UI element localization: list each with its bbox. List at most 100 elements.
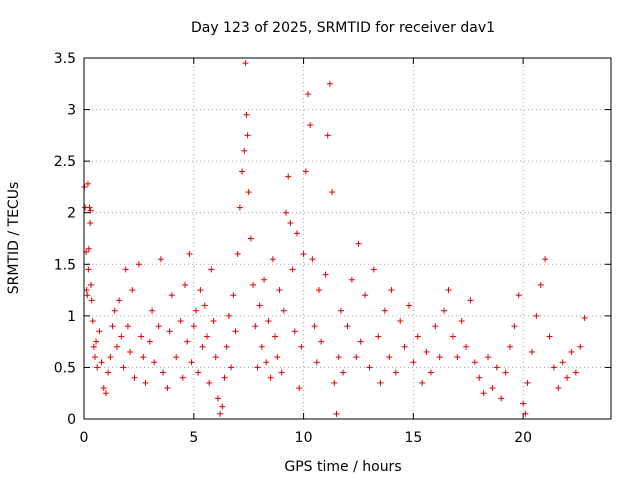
data-point bbox=[498, 395, 505, 402]
data-point bbox=[423, 348, 430, 355]
x-tick-label: 10 bbox=[295, 430, 313, 446]
x-tick-label: 15 bbox=[404, 430, 422, 446]
data-point bbox=[272, 333, 279, 340]
data-point bbox=[232, 328, 239, 335]
data-point bbox=[166, 328, 173, 335]
data-point bbox=[326, 80, 333, 87]
data-point bbox=[381, 307, 388, 314]
data-point bbox=[463, 343, 470, 350]
data-point bbox=[274, 354, 281, 361]
data-point bbox=[524, 379, 531, 386]
data-point bbox=[555, 385, 562, 392]
data-point bbox=[111, 307, 118, 314]
data-point bbox=[221, 374, 228, 381]
data-point bbox=[375, 333, 382, 340]
data-point bbox=[234, 250, 241, 257]
data-point bbox=[293, 230, 300, 237]
data-point bbox=[83, 287, 90, 294]
data-point bbox=[120, 364, 127, 371]
data-point bbox=[219, 403, 226, 410]
data-point bbox=[542, 256, 549, 263]
data-point bbox=[388, 287, 395, 294]
data-points bbox=[81, 60, 588, 417]
y-tick-label: 1 bbox=[67, 309, 76, 325]
data-point bbox=[362, 292, 369, 299]
data-point bbox=[217, 410, 224, 417]
data-point bbox=[186, 250, 193, 257]
data-point bbox=[283, 209, 290, 216]
data-point bbox=[309, 256, 316, 263]
data-point bbox=[353, 354, 360, 361]
data-point bbox=[192, 307, 199, 314]
data-point bbox=[355, 240, 362, 247]
data-point bbox=[533, 312, 540, 319]
data-point bbox=[377, 379, 384, 386]
data-point bbox=[480, 390, 487, 397]
data-point bbox=[261, 276, 268, 283]
tick-layer: 0 0.5 1 1.5 2 2.5 3 3.5 0 5 10 15 20 bbox=[54, 51, 611, 446]
data-point bbox=[291, 328, 298, 335]
data-point bbox=[230, 292, 237, 299]
data-point bbox=[208, 266, 215, 273]
data-point bbox=[100, 385, 107, 392]
data-point bbox=[138, 333, 145, 340]
data-point bbox=[124, 323, 131, 330]
data-point bbox=[244, 132, 251, 139]
data-point bbox=[511, 323, 518, 330]
data-point bbox=[168, 292, 175, 299]
data-point bbox=[122, 266, 129, 273]
data-point bbox=[298, 343, 305, 350]
data-point bbox=[247, 235, 254, 242]
data-point bbox=[392, 369, 399, 376]
data-point bbox=[432, 323, 439, 330]
y-tick-label: 1.5 bbox=[54, 257, 76, 273]
data-point bbox=[296, 385, 303, 392]
data-point bbox=[151, 359, 158, 366]
data-point bbox=[322, 271, 329, 278]
data-point bbox=[90, 343, 97, 350]
data-point bbox=[177, 318, 184, 325]
data-point bbox=[87, 220, 94, 227]
data-point bbox=[522, 410, 529, 417]
x-tick-label: 5 bbox=[189, 430, 198, 446]
x-tick-label: 0 bbox=[80, 430, 89, 446]
data-point bbox=[98, 359, 105, 366]
data-point bbox=[436, 354, 443, 361]
data-point bbox=[546, 333, 553, 340]
data-point bbox=[236, 204, 243, 211]
data-point bbox=[155, 323, 162, 330]
data-point bbox=[127, 348, 134, 355]
data-point bbox=[318, 338, 325, 345]
data-point bbox=[449, 333, 456, 340]
data-point bbox=[258, 343, 265, 350]
data-point bbox=[289, 266, 296, 273]
y-tick-label: 2 bbox=[67, 206, 76, 222]
data-point bbox=[366, 364, 373, 371]
data-point bbox=[160, 369, 167, 376]
data-point bbox=[113, 343, 120, 350]
data-point bbox=[105, 369, 112, 376]
data-point bbox=[241, 147, 248, 154]
data-point bbox=[329, 189, 336, 196]
data-point bbox=[572, 369, 579, 376]
data-point bbox=[102, 390, 109, 397]
data-point bbox=[454, 354, 461, 361]
y-tick-label: 0.5 bbox=[54, 360, 76, 376]
data-point bbox=[405, 302, 412, 309]
data-point bbox=[88, 297, 95, 304]
data-point bbox=[252, 323, 259, 330]
data-point bbox=[243, 111, 250, 118]
data-point bbox=[190, 323, 197, 330]
data-point bbox=[315, 287, 322, 294]
data-point bbox=[445, 287, 452, 294]
data-point bbox=[164, 385, 171, 392]
data-point bbox=[335, 354, 342, 361]
data-point bbox=[94, 364, 101, 371]
data-point bbox=[489, 385, 496, 392]
data-point bbox=[84, 180, 91, 187]
data-point bbox=[263, 359, 270, 366]
data-point bbox=[285, 173, 292, 180]
data-point bbox=[149, 307, 156, 314]
data-point bbox=[302, 168, 309, 175]
